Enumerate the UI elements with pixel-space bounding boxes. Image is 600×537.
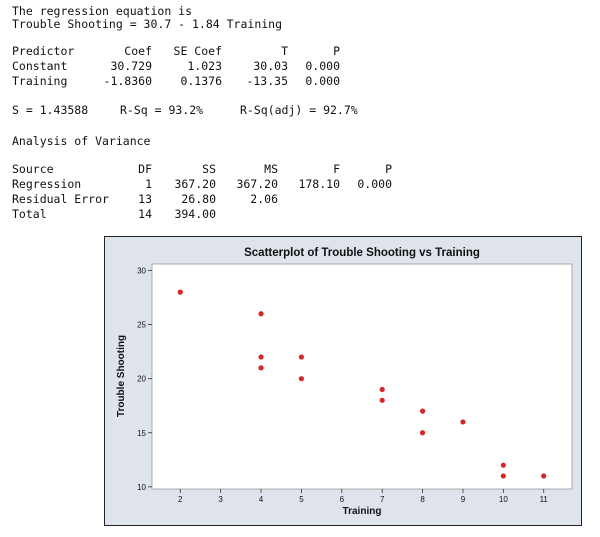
anova-row-regression-ss: 367.20 — [174, 177, 216, 191]
anova-header-p: P — [385, 162, 392, 176]
rsq-value: R-Sq = 93.2% — [120, 103, 204, 117]
y-axis-ticks: 10 15 20 25 30 — [137, 266, 152, 492]
data-point — [298, 354, 305, 360]
x-tick-label: 2 — [178, 495, 183, 504]
x-tick-label: 4 — [259, 495, 264, 504]
coef-header-se: SE Coef — [173, 44, 222, 58]
data-point — [258, 354, 264, 360]
data-point — [500, 462, 506, 468]
anova-row-regression-ms: 367.20 — [236, 177, 278, 191]
coef-header-predictor: Predictor — [12, 44, 75, 58]
x-axis-label: Training — [343, 506, 382, 517]
data-point — [379, 386, 385, 393]
x-tick-label: 6 — [340, 495, 345, 504]
scatterplot-svg: Scatterplot of Trouble Shooting vs Train… — [104, 236, 582, 526]
anova-row-regression-source: Regression — [12, 177, 82, 191]
data-point — [258, 365, 264, 371]
anova-row-regression-df: 1 — [145, 177, 152, 191]
anova-row-residual-df: 13 — [138, 192, 152, 206]
y-tick-label: 30 — [137, 266, 146, 275]
coef-row-training-name: Training — [12, 74, 68, 88]
y-tick-label: 20 — [137, 375, 146, 384]
anova-row-regression-p: 0.000 — [357, 177, 392, 191]
y-tick-label: 15 — [137, 429, 146, 438]
y-axis-label: Trouble Shooting — [116, 335, 127, 417]
data-point — [541, 473, 547, 479]
x-tick-label: 3 — [218, 495, 223, 504]
coef-row-constant-se: 1.023 — [187, 59, 222, 73]
data-point — [177, 289, 183, 295]
data-point — [419, 408, 426, 414]
anova-header-ms: MS — [264, 162, 278, 176]
x-tick-label: 7 — [380, 495, 385, 504]
data-points — [177, 289, 547, 479]
anova-row-residual-ss: 26.80 — [181, 192, 216, 206]
x-tick-label: 8 — [420, 495, 425, 504]
anova-row-total-source: Total — [12, 207, 47, 221]
data-point — [298, 376, 305, 382]
x-tick-label: 5 — [299, 495, 304, 504]
data-point — [419, 430, 426, 436]
regression-equation: Trouble Shooting = 30.7 - 1.84 Training — [12, 17, 283, 31]
anova-header-f: F — [333, 162, 340, 176]
plot-area — [151, 263, 573, 490]
data-point — [258, 311, 264, 317]
anova-header-ss: SS — [202, 162, 216, 176]
coef-header-p: P — [333, 44, 340, 58]
regression-heading: The regression equation is — [12, 4, 193, 18]
coef-row-training-se: 0.1376 — [180, 74, 222, 88]
x-axis-ticks: 2 3 4 5 6 7 8 9 10 11 — [178, 489, 548, 504]
data-point — [379, 397, 385, 403]
anova-row-regression-f: 178.10 — [298, 177, 340, 191]
coef-row-constant-p: 0.000 — [305, 59, 340, 73]
coef-header-t: T — [281, 44, 288, 58]
anova-row-total-ss: 394.00 — [174, 207, 216, 221]
coef-row-training-coef: -1.8360 — [103, 74, 152, 88]
anova-header-df: DF — [138, 162, 152, 176]
x-tick-label: 11 — [540, 495, 549, 504]
x-tick-label: 10 — [499, 495, 508, 504]
anova-row-total-df: 14 — [138, 207, 152, 221]
coef-row-training-p: 0.000 — [305, 74, 340, 88]
s-value: S = 1.43588 — [12, 103, 89, 117]
anova-title: Analysis of Variance — [12, 134, 151, 148]
coef-row-constant-name: Constant — [12, 59, 68, 73]
anova-header-source: Source — [12, 162, 54, 176]
x-tick-label: 9 — [461, 495, 466, 504]
coef-row-training-t: -13.35 — [246, 74, 288, 88]
rsq-adj-value: R-Sq(adj) = 92.7% — [240, 103, 358, 117]
data-point — [500, 473, 506, 479]
coef-header-coef: Coef — [124, 44, 152, 58]
chart-title: Scatterplot of Trouble Shooting vs Train… — [244, 247, 480, 259]
anova-row-residual-ms: 2.06 — [250, 192, 278, 206]
scatterplot: Scatterplot of Trouble Shooting vs Train… — [104, 236, 582, 526]
anova-row-residual-source: Residual Error — [12, 192, 109, 206]
y-tick-label: 25 — [137, 321, 146, 330]
coef-row-constant-t: 30.03 — [253, 59, 288, 73]
coef-row-constant-coef: 30.729 — [110, 59, 152, 73]
y-tick-label: 10 — [137, 483, 146, 492]
data-point — [460, 419, 466, 425]
